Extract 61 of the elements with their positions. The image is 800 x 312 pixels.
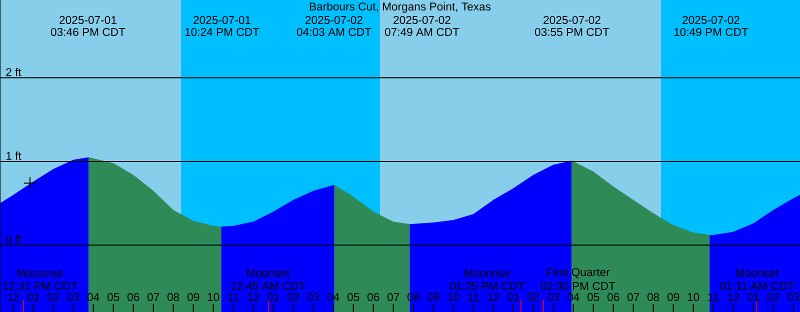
- annotation: 04:03 AM CDT: [296, 28, 372, 36]
- x-tick-label: 08: [647, 293, 660, 302]
- annotation: 02:30 PM CDT: [540, 282, 616, 290]
- x-tick-label: 11: [228, 293, 239, 302]
- annotation: Moonset: [736, 269, 779, 277]
- annotation: 10:24 PM CDT: [185, 28, 260, 36]
- annotation: 01:25 PM CDT: [450, 282, 524, 290]
- annotation: 2025-07-01: [60, 16, 116, 24]
- x-tick-label: 09: [187, 293, 200, 302]
- x-tick-label: 06: [607, 293, 620, 302]
- x-tick-label: 03: [307, 293, 320, 302]
- annotation: 2025-07-02: [394, 16, 450, 24]
- annotation: 10:49 PM CDT: [674, 28, 748, 36]
- x-tick-label: 03: [787, 293, 800, 302]
- x-tick-label: 07: [147, 293, 160, 302]
- y-tick-label: 2 ft: [6, 68, 22, 76]
- x-tick-label: 06: [127, 293, 140, 302]
- x-tick-label: 07: [387, 293, 400, 302]
- annotation: 07:49 AM CDT: [384, 28, 460, 36]
- x-tick-label: 02: [767, 293, 780, 302]
- x-tick-label: 05: [107, 293, 120, 302]
- x-tick-label: 12: [248, 293, 260, 302]
- x-tick-label: 10: [688, 293, 700, 302]
- annotation: 03:55 PM CDT: [534, 28, 610, 36]
- x-tick-label: 12: [488, 293, 500, 302]
- annotation: Moonset: [247, 269, 290, 277]
- x-tick-label: 12: [8, 293, 20, 302]
- x-tick-label: 09: [427, 293, 440, 302]
- x-tick-label: 01: [747, 293, 760, 302]
- x-tick-label: 05: [347, 293, 360, 302]
- x-tick-label: 03: [547, 293, 560, 302]
- x-tick-label: 11: [468, 293, 479, 302]
- x-tick-label: 12: [728, 293, 740, 302]
- annotation: Moonrise: [18, 268, 63, 278]
- annotation: Moonrise: [464, 268, 510, 278]
- annotation: 2025-07-02: [306, 16, 362, 24]
- annotation: 03:46 PM CDT: [50, 28, 126, 36]
- x-tick-label: 03: [67, 293, 80, 302]
- x-tick-label: 05: [587, 293, 600, 302]
- y-tick-label: 0 ft: [6, 235, 22, 244]
- x-tick-label: 01: [507, 293, 520, 302]
- x-tick-label: 02: [47, 293, 60, 302]
- x-tick-label: 01: [267, 293, 280, 302]
- annotation: First Quarter: [547, 268, 610, 278]
- x-tick-label: 01: [27, 293, 40, 302]
- annotation: 01:11 AM CDT: [720, 282, 794, 290]
- x-tick-label: 07: [627, 293, 640, 302]
- annotation: 2025-07-01: [194, 16, 250, 24]
- x-tick-label: 08: [167, 293, 180, 302]
- chart-title: Barbours Cut, Morgans Point, Texas: [310, 2, 491, 13]
- x-tick-label: 10: [208, 293, 220, 302]
- annotation: 2025-07-02: [544, 16, 600, 24]
- x-tick-label: 02: [527, 293, 540, 302]
- y-tick-label: 1 ft: [6, 152, 22, 160]
- annotation: 12:45 AM CDT: [231, 282, 306, 290]
- x-tick-label: 10: [448, 293, 460, 302]
- annotation: 12:31 PM CDT: [3, 282, 78, 290]
- annotation: 2025-07-02: [682, 16, 740, 24]
- x-tick-label: 06: [367, 293, 380, 302]
- x-tick-label: 02: [287, 293, 300, 302]
- x-tick-label: 09: [667, 293, 680, 302]
